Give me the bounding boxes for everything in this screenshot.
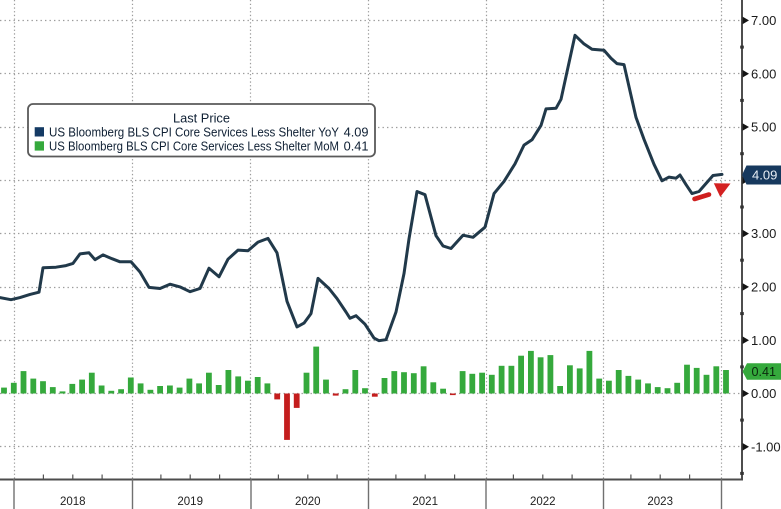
svg-text:0.00: 0.00 xyxy=(751,386,776,401)
svg-text:US Bloomberg BLS CPI Core Serv: US Bloomberg BLS CPI Core Services Less … xyxy=(49,139,339,154)
svg-text:0.41: 0.41 xyxy=(344,139,369,154)
svg-text:2020: 2020 xyxy=(295,496,321,508)
svg-text:3.00: 3.00 xyxy=(751,226,776,241)
svg-text:2.00: 2.00 xyxy=(751,280,776,295)
svg-text:4.09: 4.09 xyxy=(752,168,777,183)
svg-text:2023: 2023 xyxy=(647,496,673,508)
svg-text:0.41: 0.41 xyxy=(752,365,777,379)
svg-text:US Bloomberg BLS CPI Core Serv: US Bloomberg BLS CPI Core Services Less … xyxy=(49,125,339,140)
svg-text:5.00: 5.00 xyxy=(751,120,776,135)
svg-text:6.00: 6.00 xyxy=(751,66,776,81)
svg-text:1.00: 1.00 xyxy=(751,333,776,348)
svg-text:2021: 2021 xyxy=(412,496,438,508)
svg-text:Last Price: Last Price xyxy=(173,110,230,125)
svg-text:4.09: 4.09 xyxy=(344,125,369,140)
svg-text:2022: 2022 xyxy=(530,496,556,508)
svg-text:2018: 2018 xyxy=(60,496,86,508)
svg-text:2019: 2019 xyxy=(177,496,203,508)
svg-text:-1.00: -1.00 xyxy=(751,439,781,454)
svg-text:7.00: 7.00 xyxy=(751,13,776,28)
